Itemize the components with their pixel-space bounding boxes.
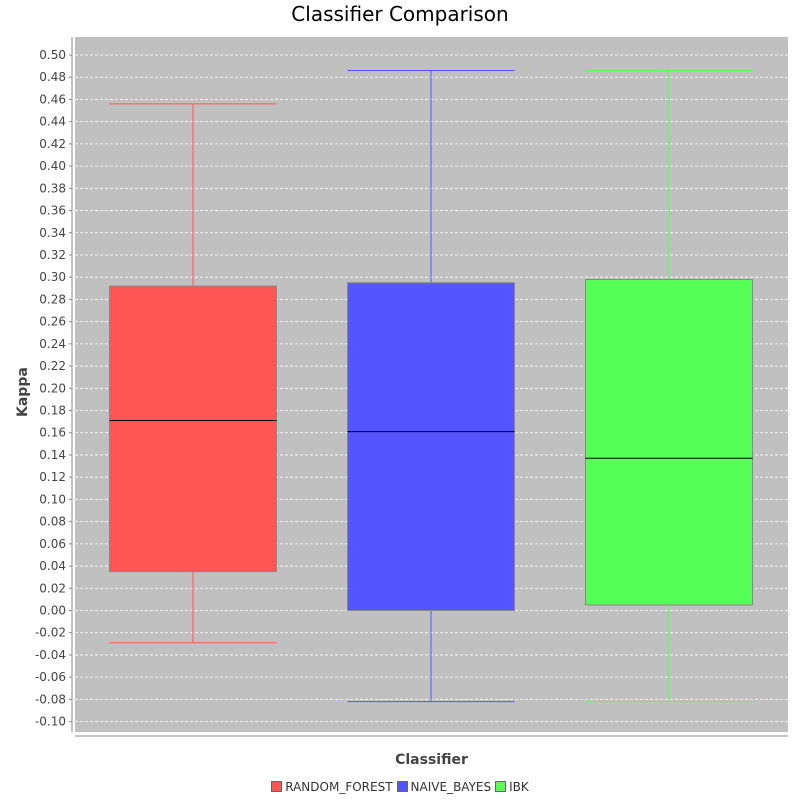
y-tick-label: -0.08 (35, 692, 66, 706)
y-tick-label: 0.26 (39, 315, 66, 329)
y-tick-label: 0.18 (39, 404, 66, 418)
legend-label: NAIVE_BAYES (410, 780, 492, 794)
y-tick-label: 0.24 (39, 337, 66, 351)
y-tick-label: 0.36 (39, 204, 66, 218)
legend-swatch (495, 781, 507, 792)
box-iqr (585, 278, 753, 606)
y-tick-label: 0.10 (39, 492, 66, 506)
legend-item: RANDOM_FOREST (271, 780, 393, 794)
y-tick-label: 0.40 (39, 159, 66, 173)
y-axis: 0.50 0.48 0.46 0.44 0.42 0.40 0.38 0.36 0.34 0.32… (35, 37, 788, 737)
y-tick-label: 0.48 (39, 70, 66, 84)
y-tick-label: 0.38 (39, 181, 66, 195)
y-tick-label: 0.42 (39, 137, 66, 151)
y-tick-label: -0.04 (35, 648, 66, 662)
y-tick-label: 0.32 (39, 248, 66, 262)
box-layer (109, 70, 753, 703)
y-tick-label: 0.22 (39, 359, 66, 373)
y-tick-label: 0.30 (39, 270, 66, 284)
legend-swatch (396, 781, 408, 792)
legend-item: IBK (495, 780, 529, 794)
legend: RANDOM_FOREST NAIVE_BAYES IBK (0, 780, 800, 794)
x-axis-label: Classifier (395, 752, 468, 768)
y-tick-label: 0.20 (39, 381, 66, 395)
y-tick-label: -0.02 (35, 626, 66, 640)
box-iqr (347, 282, 515, 611)
legend-label: RANDOM_FOREST (285, 780, 393, 794)
legend-swatch (271, 781, 283, 792)
box-ibk (585, 70, 753, 703)
y-tick-label: 0.44 (39, 115, 66, 129)
box-iqr (109, 285, 277, 573)
y-tick-label: 0.50 (39, 48, 66, 62)
y-tick-label: 0.14 (39, 448, 66, 462)
y-tick-label: 0.28 (39, 292, 66, 306)
y-tick-label: 0.08 (39, 515, 66, 529)
y-tick-label: 0.16 (39, 426, 66, 440)
y-tick-label: 0.34 (39, 226, 66, 240)
y-tick-label: -0.10 (35, 715, 66, 729)
y-tick-label: -0.06 (35, 670, 66, 684)
y-tick-label: 0.46 (39, 92, 66, 106)
y-tick-label: 0.02 (39, 581, 66, 595)
legend-item: NAIVE_BAYES (396, 780, 492, 794)
y-tick-label: 0.00 (39, 604, 66, 618)
y-tick-label: 0.04 (39, 559, 66, 573)
chart-title: Classifier Comparison (291, 2, 509, 26)
y-axis-label: Kappa (15, 367, 31, 417)
y-tick-label: 0.06 (39, 537, 66, 551)
legend-label: IBK (509, 780, 529, 794)
y-tick-label: 0.12 (39, 470, 66, 484)
box-naive-bayes (347, 70, 515, 703)
box-random-forest (109, 103, 277, 644)
